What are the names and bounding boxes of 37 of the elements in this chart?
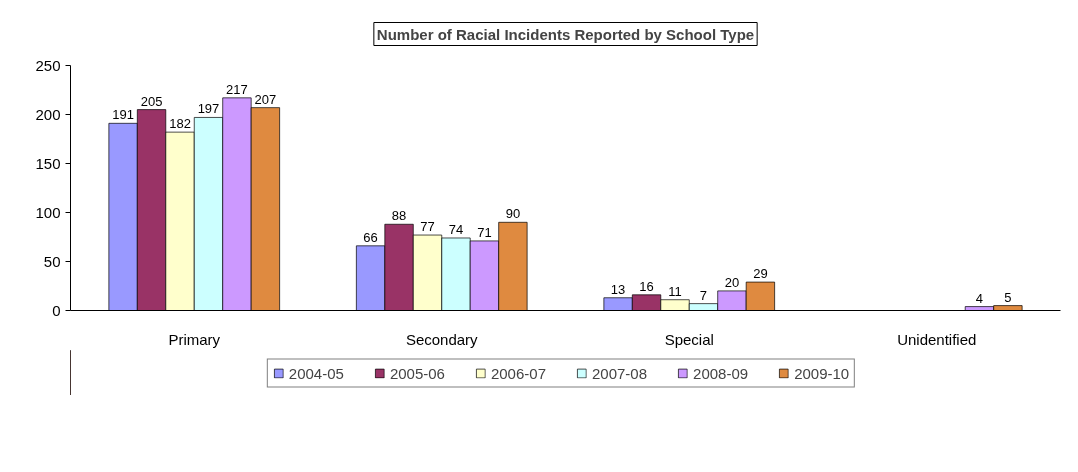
data-label: 207 — [254, 91, 277, 107]
data-label: 71 — [477, 224, 492, 240]
legend-label: 2004-05 — [288, 364, 344, 381]
y-tick-label: 100 — [35, 203, 61, 221]
data-label: 217 — [226, 81, 248, 97]
legend-label: 2007-08 — [592, 364, 648, 381]
y-tick-label: 200 — [35, 105, 61, 123]
x-tick-label: Secondary — [405, 330, 479, 348]
x-tick-label: Special — [664, 330, 714, 348]
data-label: 191 — [112, 107, 134, 123]
data-label: 77 — [420, 219, 435, 235]
data-label: 13 — [610, 281, 626, 297]
data-label: 205 — [140, 93, 163, 109]
data-label: 29 — [753, 266, 768, 282]
legend-label: 2009-10 — [794, 364, 850, 381]
data-label: 88 — [391, 208, 407, 224]
data-label: 7 — [699, 287, 708, 303]
x-tick-label: Unidentified — [897, 330, 977, 348]
data-label: 182 — [169, 116, 191, 132]
data-label: 20 — [724, 274, 740, 290]
data-label: 11 — [668, 283, 682, 299]
data-label: 16 — [639, 278, 654, 294]
legend-label: 2006-07 — [490, 364, 546, 381]
legend-label: 2005-06 — [389, 364, 445, 381]
legend-label: 2008-09 — [693, 364, 749, 381]
chart-title: Number of Racial Incidents Reported by School Type — [376, 25, 755, 43]
y-tick-label: 250 — [35, 56, 61, 74]
data-label: 5 — [1004, 289, 1012, 305]
data-label: 90 — [505, 206, 521, 222]
y-tick-label: 150 — [35, 154, 61, 172]
data-label: 4 — [975, 290, 984, 306]
x-tick-label: Primary — [168, 330, 221, 348]
data-label: 66 — [363, 229, 378, 245]
y-tick-label: 0 — [52, 301, 61, 319]
y-tick-label: 50 — [43, 252, 61, 270]
data-label: 74 — [448, 221, 464, 237]
data-label: 197 — [197, 101, 220, 117]
